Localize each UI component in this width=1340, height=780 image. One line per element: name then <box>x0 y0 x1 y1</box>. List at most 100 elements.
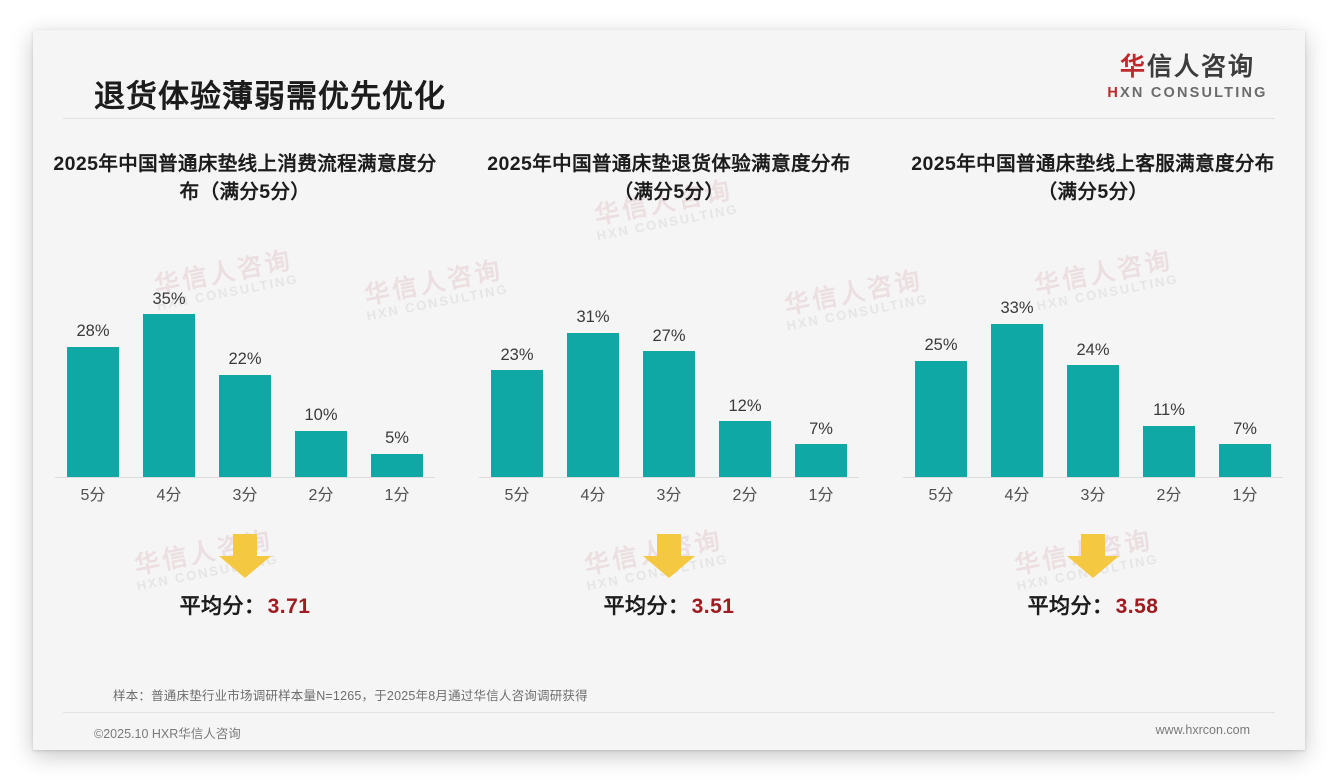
bar-rect[interactable] <box>719 421 771 477</box>
bar-rect[interactable] <box>915 360 967 477</box>
bar-item[interactable]: 5% <box>359 248 435 477</box>
bar-rect[interactable] <box>567 332 619 477</box>
down-arrow-icon <box>1065 534 1121 578</box>
bar-rect[interactable] <box>491 370 543 477</box>
bar-value-label: 23% <box>500 345 534 364</box>
average-block-3: 平均分：3.58 <box>895 534 1291 642</box>
page-title: 退货体验薄弱需优先优化 <box>94 79 446 114</box>
bar-rect[interactable] <box>67 346 119 477</box>
bar-item[interactable]: 22% <box>207 248 283 477</box>
x-tick-label: 3分 <box>232 487 258 504</box>
bar-rect[interactable] <box>295 430 347 477</box>
bar-value-label: 24% <box>1076 340 1110 359</box>
bar-rect[interactable] <box>143 314 195 477</box>
average-score-3: 平均分：3.58 <box>895 590 1291 620</box>
x-tick-label: 1分 <box>808 487 834 504</box>
bar-item[interactable]: 7% <box>783 248 859 477</box>
bar-item[interactable]: 7% <box>1207 248 1283 477</box>
bar-value-label: 5% <box>385 429 409 448</box>
x-tick-label: 1分 <box>1232 487 1258 504</box>
bar-group-2: 23% 31% 27% 12% <box>479 248 859 477</box>
bar-group-3: 25% 33% 24% 11% <box>903 248 1283 477</box>
x-tick-label: 4分 <box>580 487 606 504</box>
x-tick-label: 5分 <box>80 487 106 504</box>
x-axis-ticks-3: 5分 4分 3分 2分 1分 <box>903 482 1283 510</box>
chart-title-3: 2025年中国普通床垫线上客服满意度分布（满分5分） <box>911 153 1275 204</box>
logo-chinese-accent: 华 <box>1119 53 1147 81</box>
bar-item[interactable]: 35% <box>131 248 207 477</box>
bar-value-label: 7% <box>809 419 833 438</box>
x-axis-line <box>479 477 859 478</box>
bar-value-label: 12% <box>728 396 762 415</box>
bar-rect[interactable] <box>991 323 1043 477</box>
logo-chinese: 华信人咨询 <box>1100 55 1275 80</box>
x-axis-line <box>55 477 435 478</box>
bar-value-label: 28% <box>76 322 110 341</box>
bar-group-1: 28% 35% 22% 10% <box>55 248 435 477</box>
bar-rect[interactable] <box>1067 365 1119 477</box>
bar-chart-1: 28% 35% 22% 10% <box>47 248 443 518</box>
bar-item[interactable]: 11% <box>1131 248 1207 477</box>
footer-divider <box>63 712 1275 713</box>
bar-item[interactable]: 23% <box>479 248 555 477</box>
bar-value-label: 27% <box>652 326 686 345</box>
x-tick-label: 3分 <box>1080 487 1106 504</box>
bar-chart-2: 23% 31% 27% 12% <box>471 248 867 518</box>
chart-panel-2: 2025年中国普通床垫退货体验满意度分布（满分5分） 23% 31% 27% <box>457 150 881 670</box>
source-footnote: 样本：普通床垫行业市场调研样本量N=1265，于2025年8月通过华信人咨询调研… <box>113 689 588 703</box>
bar-value-label: 7% <box>1233 419 1257 438</box>
chart-panel-1: 2025年中国普通床垫线上消费流程满意度分布（满分5分） 28% 35% 22% <box>33 150 457 670</box>
x-tick-label: 2分 <box>308 487 334 504</box>
average-label: 平均分： <box>603 595 690 618</box>
bar-item[interactable]: 33% <box>979 248 1055 477</box>
average-block-2: 平均分：3.51 <box>471 534 867 642</box>
bar-item[interactable]: 10% <box>283 248 359 477</box>
average-value: 3.58 <box>1115 595 1159 618</box>
chart-panels: 2025年中国普通床垫线上消费流程满意度分布（满分5分） 28% 35% 22% <box>33 150 1305 670</box>
logo-chinese-rest: 信人咨询 <box>1147 53 1256 81</box>
bar-item[interactable]: 28% <box>55 248 131 477</box>
header-divider <box>63 118 1275 119</box>
logo-english-rest: XN CONSULTING <box>1120 85 1268 101</box>
x-tick-label: 4分 <box>1004 487 1030 504</box>
bar-rect[interactable] <box>371 453 423 477</box>
x-tick-label: 3分 <box>656 487 682 504</box>
x-tick-label: 5分 <box>504 487 530 504</box>
x-axis-ticks-1: 5分 4分 3分 2分 1分 <box>55 482 435 510</box>
bar-value-label: 33% <box>1000 299 1034 318</box>
x-tick-label: 2分 <box>732 487 758 504</box>
bar-item[interactable]: 31% <box>555 248 631 477</box>
bar-value-label: 25% <box>924 336 958 355</box>
company-logo: 华信人咨询 HXN CONSULTING <box>1100 55 1275 101</box>
bar-item[interactable]: 12% <box>707 248 783 477</box>
website-link[interactable]: www.hxrcon.com <box>1155 723 1250 737</box>
bar-rect[interactable] <box>643 351 695 477</box>
bar-rect[interactable] <box>219 374 271 477</box>
x-axis-line <box>903 477 1283 478</box>
bar-rect[interactable] <box>1143 425 1195 477</box>
x-axis-ticks-2: 5分 4分 3分 2分 1分 <box>479 482 859 510</box>
bar-value-label: 11% <box>1153 401 1185 420</box>
bar-chart-3: 25% 33% 24% 11% <box>895 248 1291 518</box>
average-score-1: 平均分：3.71 <box>47 590 443 620</box>
x-tick-label: 1分 <box>384 487 410 504</box>
chart-panel-3: 2025年中国普通床垫线上客服满意度分布（满分5分） 25% 33% 24% <box>881 150 1305 670</box>
x-tick-label: 5分 <box>928 487 954 504</box>
average-label: 平均分： <box>1027 595 1114 618</box>
slide-header: 退货体验薄弱需优先优化 华信人咨询 HXN CONSULTING <box>33 30 1305 118</box>
bar-value-label: 31% <box>576 308 610 327</box>
bar-item[interactable]: 25% <box>903 248 979 477</box>
average-value: 3.71 <box>267 595 311 618</box>
bar-rect[interactable] <box>795 444 847 477</box>
x-tick-label: 2分 <box>1156 487 1182 504</box>
bar-rect[interactable] <box>1219 444 1271 477</box>
average-block-1: 平均分：3.71 <box>47 534 443 642</box>
chart-title-1: 2025年中国普通床垫线上消费流程满意度分布（满分5分） <box>53 153 437 204</box>
x-tick-label: 4分 <box>156 487 182 504</box>
logo-english: HXN CONSULTING <box>1100 86 1275 101</box>
bar-value-label: 22% <box>228 350 262 369</box>
average-value: 3.51 <box>691 595 735 618</box>
logo-english-accent: H <box>1107 85 1121 101</box>
bar-item[interactable]: 24% <box>1055 248 1131 477</box>
bar-item[interactable]: 27% <box>631 248 707 477</box>
